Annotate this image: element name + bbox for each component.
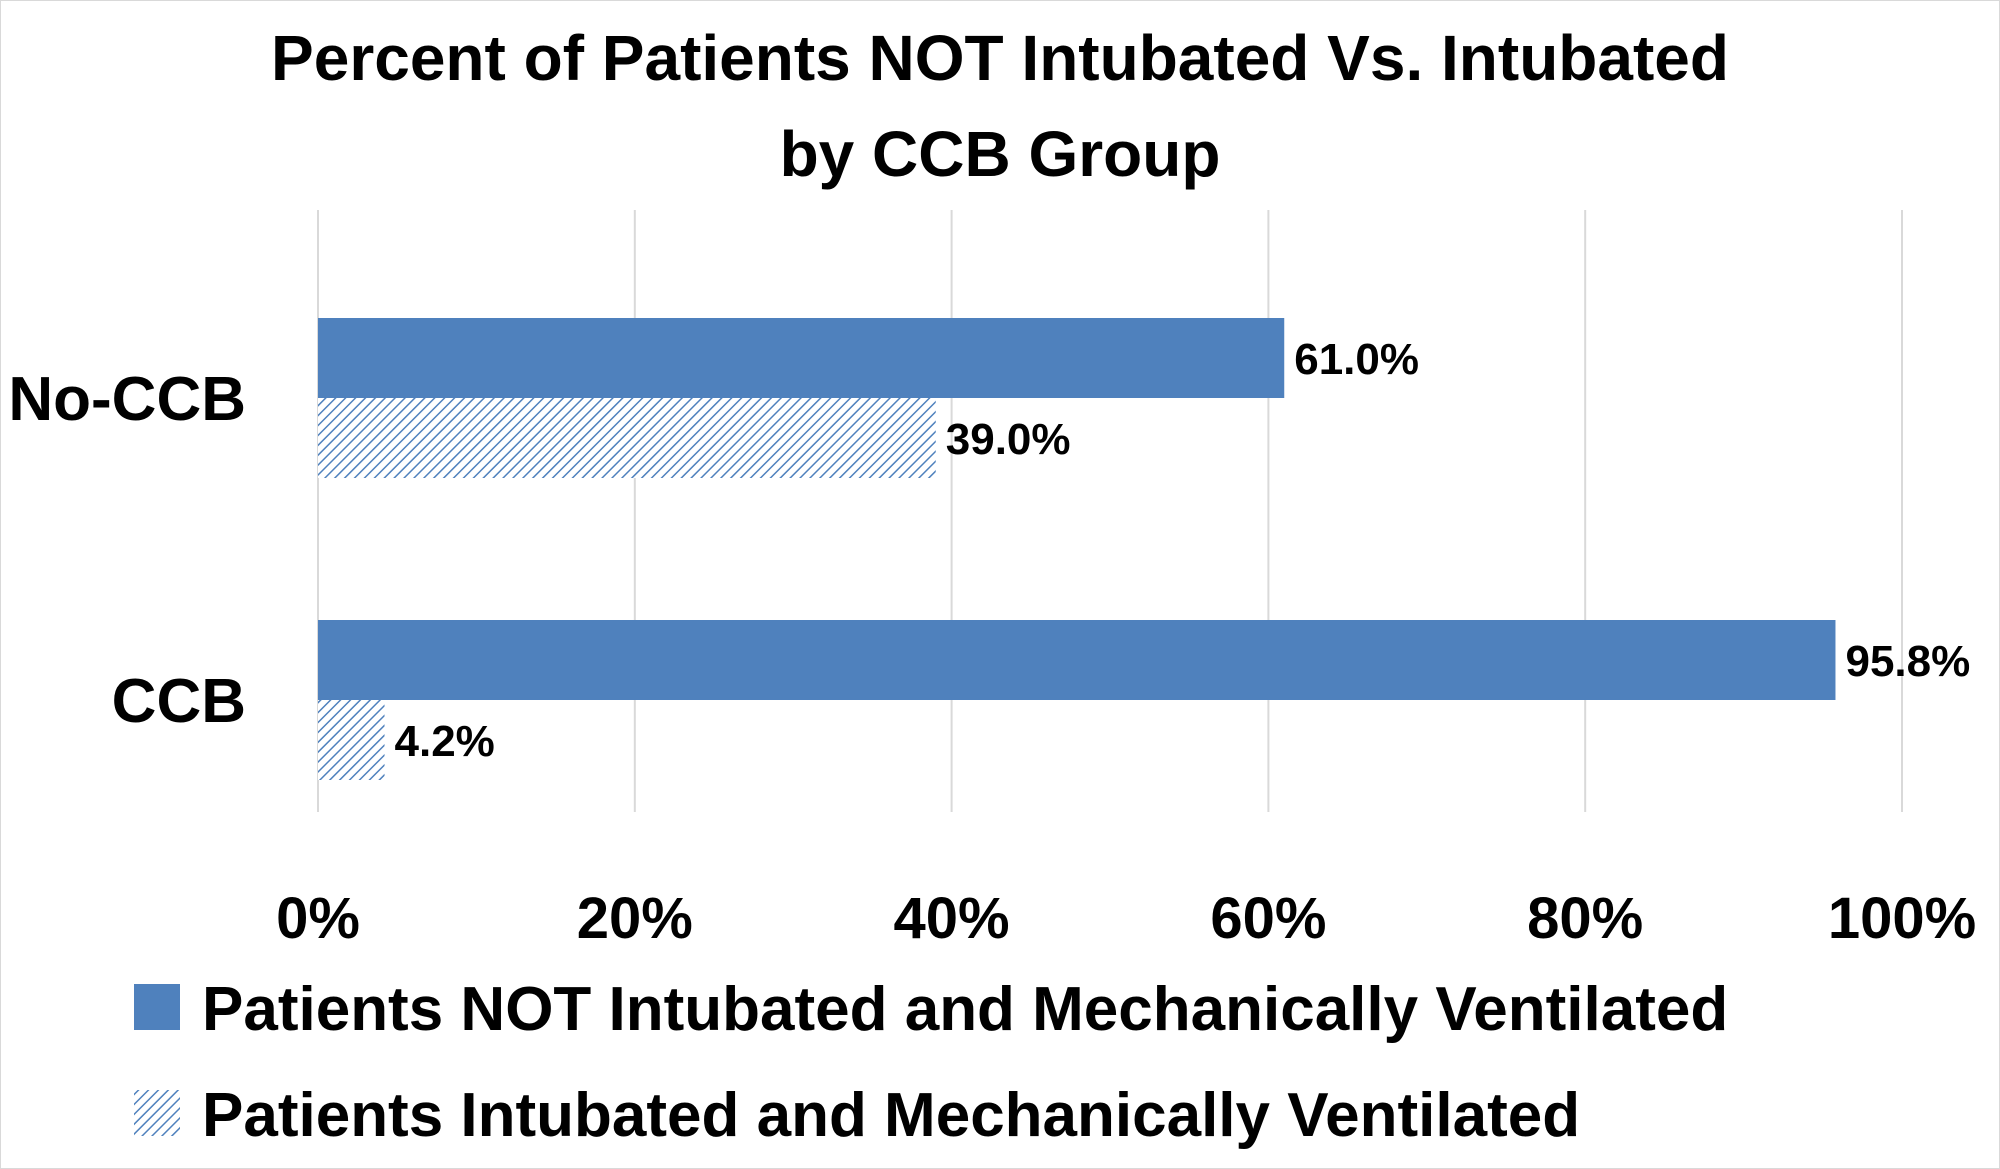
chart-title-line-1: Percent of Patients NOT Intubated Vs. In…	[271, 22, 1729, 94]
legend-swatch-not-intubated	[134, 984, 180, 1030]
data-label-series1-cat1: 4.2%	[395, 717, 495, 766]
category-labels: No-CCB CCB	[8, 365, 246, 736]
bars	[318, 318, 1836, 780]
data-label-series0-cat0: 61.0%	[1294, 335, 1419, 384]
legend-label-not-intubated: Patients NOT Intubated and Mechanically …	[202, 975, 1728, 1044]
x-tick-label-5: 100%	[1828, 886, 1976, 951]
chart-title-line-2: by CCB Group	[780, 118, 1221, 190]
bar-series0-cat1	[318, 620, 1836, 700]
legend: Patients NOT Intubated and Mechanically …	[134, 975, 1728, 1150]
data-labels: 61.0% 95.8% 39.0% 4.2%	[395, 335, 1971, 766]
x-tick-label-1: 20%	[577, 886, 693, 951]
legend-label-intubated: Patients Intubated and Mechanically Vent…	[202, 1081, 1580, 1150]
bar-series1-cat0	[318, 398, 936, 478]
bar-series1-cat1	[318, 700, 385, 780]
bar-series0-cat0	[318, 318, 1285, 398]
category-label-1: CCB	[112, 667, 246, 736]
gridlines	[317, 210, 1903, 812]
chart-title: Percent of Patients NOT Intubated Vs. In…	[271, 22, 1729, 190]
x-tick-label-3: 60%	[1210, 886, 1326, 951]
x-tick-label-4: 80%	[1527, 886, 1643, 951]
category-label-0: No-CCB	[8, 365, 246, 434]
data-label-series0-cat1: 95.8%	[1845, 637, 1970, 686]
x-axis-tick-labels: 0% 20% 40% 60% 80% 100%	[276, 886, 1976, 951]
x-tick-label-0: 0%	[276, 886, 360, 951]
x-tick-label-2: 40%	[894, 886, 1010, 951]
data-label-series1-cat0: 39.0%	[946, 415, 1071, 464]
legend-swatch-intubated	[134, 1090, 180, 1136]
